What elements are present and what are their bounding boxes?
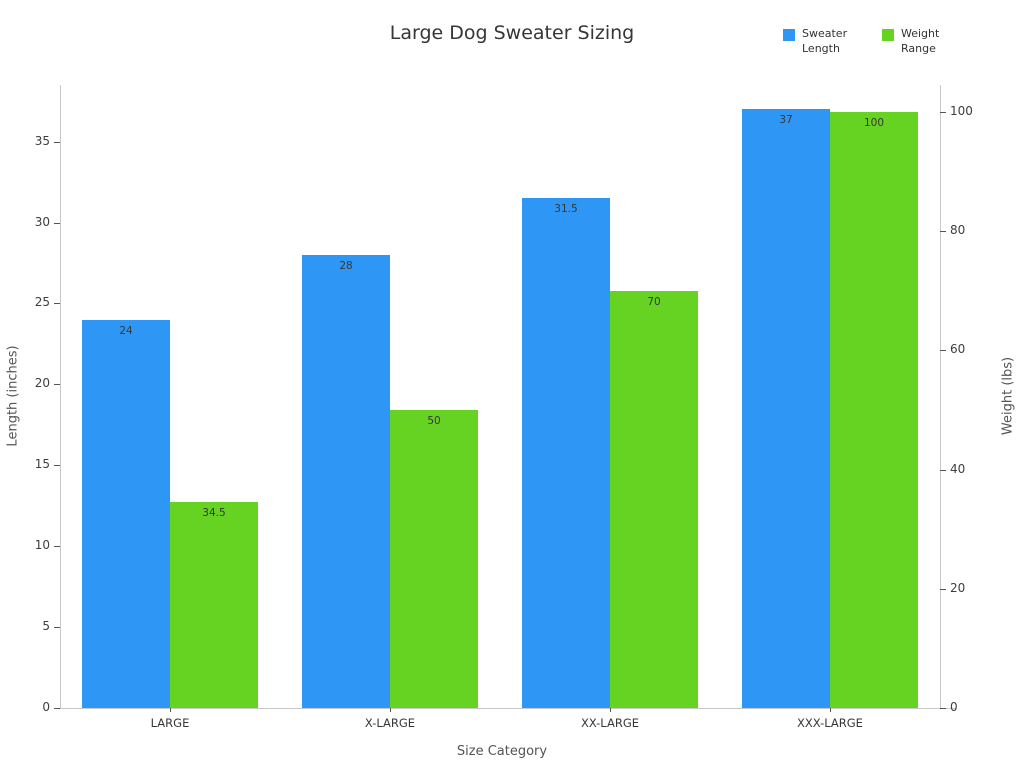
- bar-sweater-length-large: 24: [82, 319, 170, 708]
- bar-value-label: 24: [119, 324, 133, 337]
- x-axis-title: Size Category: [456, 744, 548, 759]
- y-axis-right-tick-label: 0: [950, 700, 958, 714]
- x-axis-tick-label: LARGE: [150, 716, 190, 730]
- bar-value-label: 28: [339, 259, 353, 272]
- bar-sweater-length-xx-large: 31.5: [522, 198, 610, 708]
- legend-item-label: Weight Range: [901, 27, 940, 55]
- x-axis-tick: [830, 708, 831, 712]
- y-axis-left-tick-label: 15: [34, 457, 50, 472]
- y-axis-right-tick-label: 20: [950, 580, 966, 595]
- bar-value-label: 34.5: [202, 507, 226, 520]
- y-axis-left-tick-label: 5: [42, 619, 50, 634]
- legend: Sweater Length Weight Range: [783, 27, 953, 57]
- y-axis-left-tick-label: 20: [34, 376, 50, 391]
- y-axis-right-tick-label: 40: [950, 461, 966, 476]
- y-axis-left-tick-label: 25: [34, 295, 50, 310]
- bar-weight-range-large: 34.5: [170, 502, 258, 708]
- y-axis-right-tick: [940, 350, 946, 352]
- y-axis-right-tick: [940, 231, 946, 233]
- x-axis-tick-label: X-LARGE: [364, 716, 416, 730]
- y-axis-left-tick: [54, 384, 60, 386]
- legend-item-label: Sweater Length: [802, 27, 848, 55]
- x-axis-tick: [610, 708, 611, 712]
- y-axis-left-tick: [54, 141, 60, 143]
- bar-value-label: 37: [779, 114, 793, 127]
- y-axis-left-tick-label: 0: [42, 700, 50, 714]
- bar-value-label: 31.5: [554, 203, 578, 216]
- legend-item-sweater-length: Sweater Length: [783, 27, 854, 57]
- x-axis-tick: [390, 708, 391, 712]
- y-axis-left-spine: [60, 85, 61, 708]
- left-axis-title: Length (inches): [5, 345, 21, 447]
- y-axis-left-tick: [54, 708, 60, 709]
- y-axis-left-tick: [54, 627, 60, 629]
- bar-sweater-length-x-large: 28: [302, 254, 390, 708]
- y-axis-left-tick-label: 30: [34, 214, 50, 229]
- y-axis-left-tick: [54, 546, 60, 548]
- y-axis-left-tick-label: 35: [34, 133, 50, 148]
- y-axis-right-tick: [940, 588, 946, 590]
- y-axis-right-tick: [940, 469, 946, 471]
- bar-value-label: 70: [647, 295, 661, 308]
- legend-swatch-sweater-length: [783, 29, 795, 41]
- bar-weight-range-xxx-large: 100: [830, 111, 918, 708]
- bar-value-label: 100: [863, 116, 885, 129]
- x-axis-spine: [60, 708, 956, 709]
- y-axis-right-spine: [940, 85, 941, 708]
- legend-item-weight-range: Weight Range: [882, 27, 953, 57]
- y-axis-right-tick-label: 60: [950, 342, 966, 357]
- y-axis-right-tick: [940, 708, 946, 709]
- y-axis-right-tick-label: 80: [950, 223, 966, 238]
- x-axis-tick-label: XX-LARGE: [580, 716, 640, 730]
- legend-swatch-weight-range: [882, 29, 894, 41]
- y-axis-right-tick-label: 100: [950, 103, 973, 118]
- bar-weight-range-x-large: 50: [390, 409, 478, 708]
- x-axis-tick: [170, 708, 171, 712]
- x-axis-tick-label: XXX-LARGE: [797, 716, 863, 730]
- right-axis-title: Weight (lbs): [1000, 356, 1016, 436]
- bar-sweater-length-xxx-large: 37: [742, 109, 830, 708]
- y-axis-right-tick: [940, 111, 946, 113]
- y-axis-left-tick: [54, 222, 60, 224]
- y-axis-left-tick: [54, 465, 60, 467]
- chart-title: Large Dog Sweater Sizing: [389, 22, 635, 44]
- bar-value-label: 50: [427, 414, 441, 427]
- y-axis-left-tick: [54, 303, 60, 305]
- bar-weight-range-xx-large: 70: [610, 290, 698, 708]
- y-axis-left-tick-label: 10: [34, 538, 50, 553]
